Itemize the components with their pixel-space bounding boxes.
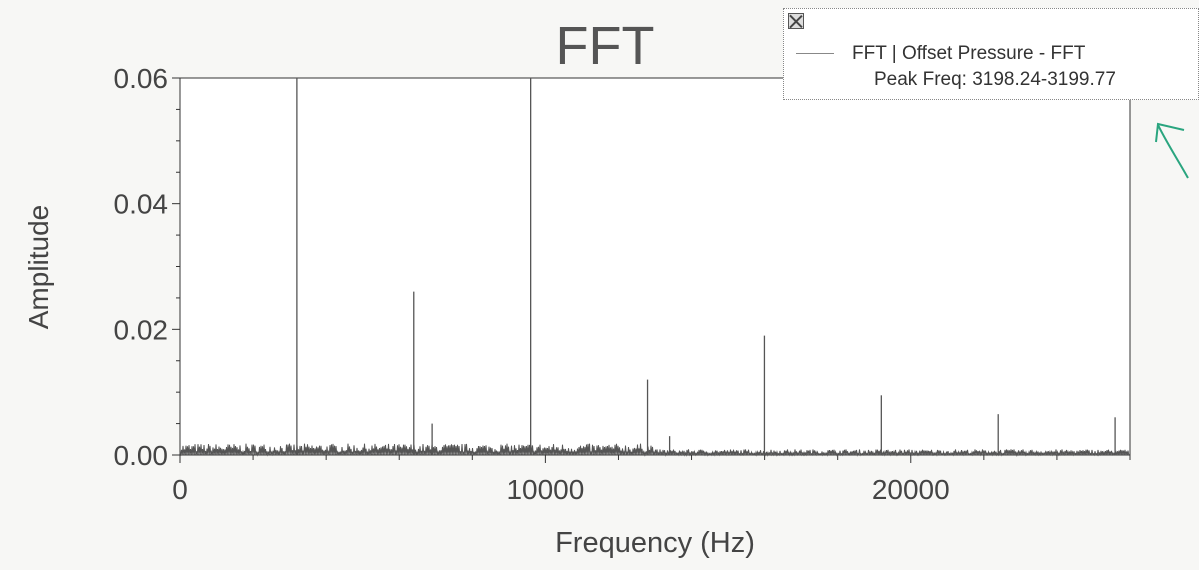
annotation-arrow-shaft <box>1157 124 1189 179</box>
y-tick-label: 0.02 <box>114 314 169 345</box>
y-tick-label: 0.06 <box>114 63 169 94</box>
x-tick-label: 10000 <box>506 474 584 505</box>
x-tick-label: 0 <box>172 474 188 505</box>
chart-title: FFT <box>556 16 655 76</box>
x-axis-label: Frequency (Hz) <box>555 527 755 559</box>
legend-box[interactable]: FFT | Offset Pressure - FFT Peak Freq: 3… <box>783 8 1199 100</box>
y-tick-label: 0.04 <box>114 189 169 220</box>
legend-peak-label: Peak Freq: 3198.24-3199.77 <box>874 69 1116 90</box>
y-tick-label: 0.00 <box>114 440 169 471</box>
x-tick-label: 20000 <box>872 474 950 505</box>
noise-floor-trace <box>179 443 1130 457</box>
legend-series-label: FFT | Offset Pressure - FFT <box>852 43 1086 64</box>
annotation-arrow-head <box>1155 122 1185 143</box>
plot-area <box>179 77 1131 456</box>
legend-swatch <box>796 53 834 54</box>
y-axis-label: Amplitude <box>23 205 54 330</box>
close-box-icon[interactable] <box>788 13 804 29</box>
